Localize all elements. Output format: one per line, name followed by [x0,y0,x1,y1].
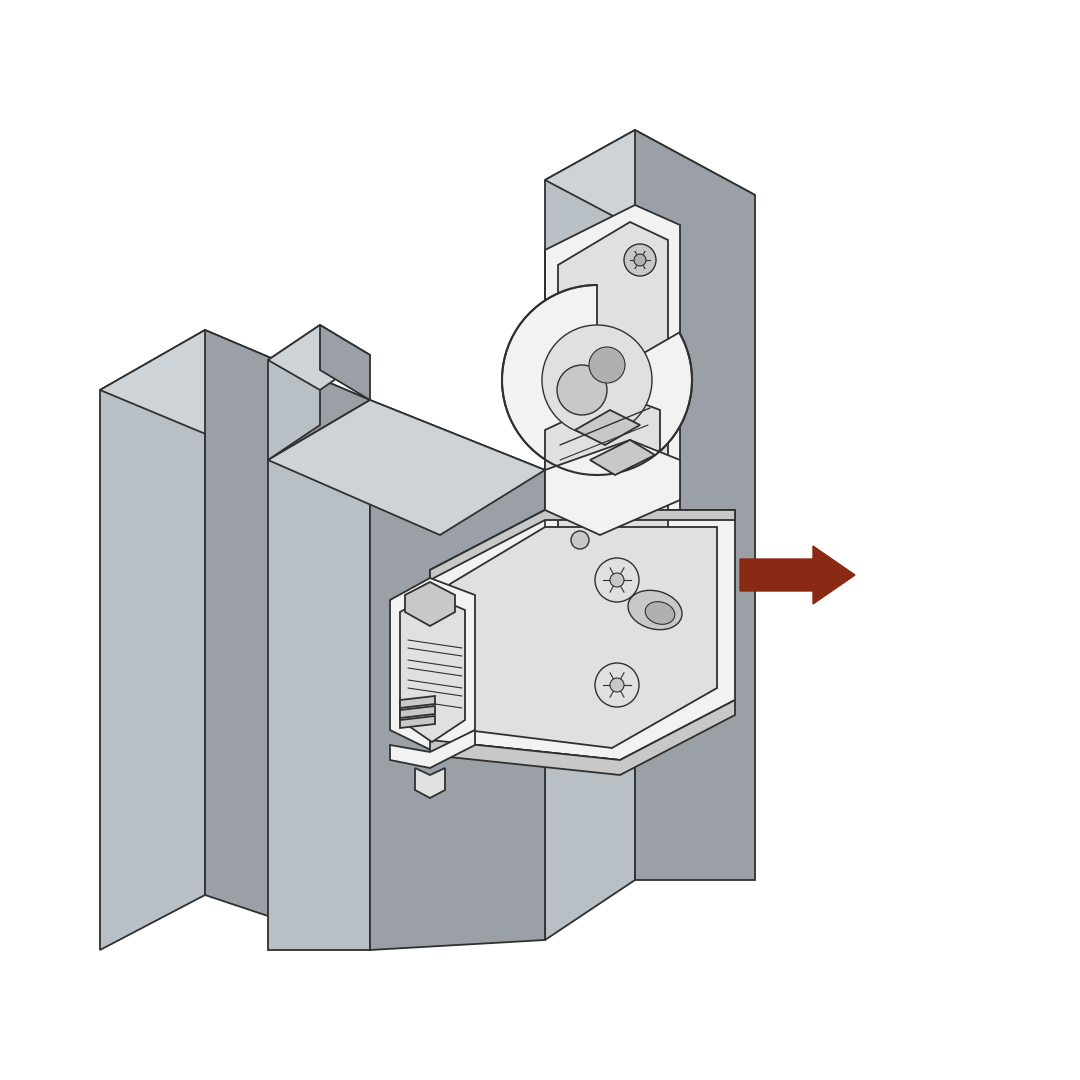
Polygon shape [268,400,370,950]
Polygon shape [590,440,654,475]
Polygon shape [545,440,680,535]
Circle shape [571,531,589,549]
Circle shape [595,558,639,602]
Polygon shape [205,330,370,950]
Polygon shape [430,700,735,775]
Circle shape [610,573,624,588]
Polygon shape [545,130,755,245]
Circle shape [610,678,624,692]
Polygon shape [545,130,635,940]
Polygon shape [400,716,435,728]
Polygon shape [320,325,370,400]
Polygon shape [405,582,455,626]
Ellipse shape [645,602,675,624]
Polygon shape [430,510,735,760]
Polygon shape [400,595,465,742]
Polygon shape [400,696,435,708]
Polygon shape [635,130,755,880]
Polygon shape [415,768,445,798]
Polygon shape [100,330,370,460]
Polygon shape [100,330,205,950]
Circle shape [624,244,656,276]
Polygon shape [430,510,735,580]
Circle shape [557,365,607,415]
Polygon shape [268,400,545,535]
Polygon shape [545,205,680,590]
Polygon shape [390,578,475,752]
Polygon shape [575,410,640,445]
FancyArrow shape [740,546,855,604]
Wedge shape [502,285,692,475]
Polygon shape [558,222,669,575]
Polygon shape [390,730,475,768]
Polygon shape [370,400,545,950]
Circle shape [634,254,646,266]
Polygon shape [400,706,435,718]
Polygon shape [268,325,320,460]
Polygon shape [545,395,660,490]
Ellipse shape [627,591,681,630]
Circle shape [589,347,625,383]
Circle shape [595,663,639,707]
Polygon shape [268,325,370,390]
Circle shape [542,325,652,435]
Polygon shape [450,527,717,748]
